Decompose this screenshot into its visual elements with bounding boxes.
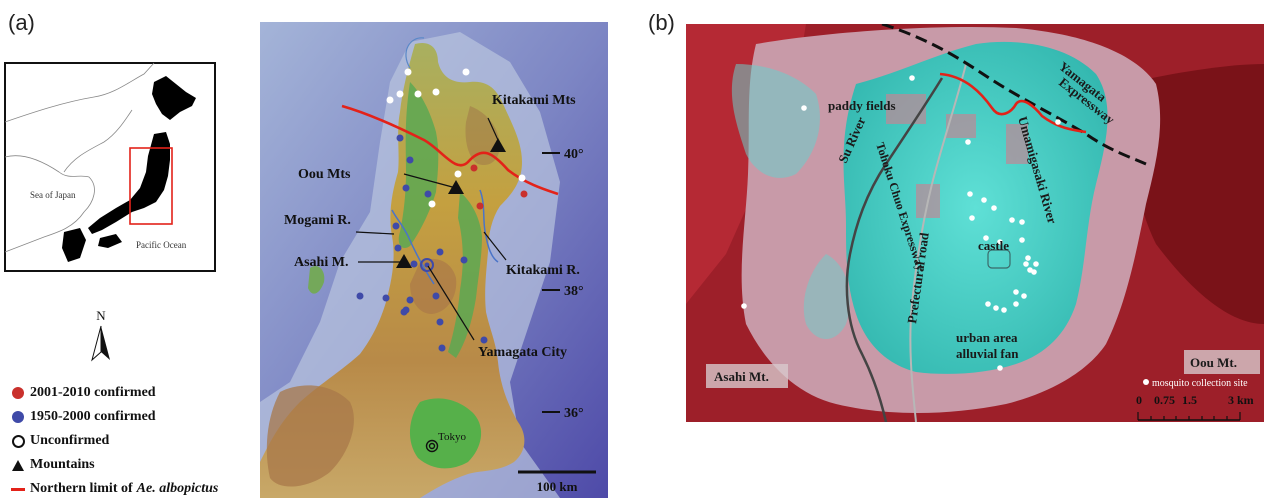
asahi-mountain-label: Asahi M.	[294, 255, 348, 270]
paddy-fields-label: paddy fields	[828, 98, 896, 113]
asahi-mt-label: Asahi Mt.	[714, 369, 769, 384]
kitakami-mts-label: Kitakami Mts	[492, 93, 576, 108]
tokyo-label: Tokyo	[438, 431, 466, 443]
scale-bar-km: 0 0.75 1.5 3 km	[1136, 393, 1254, 421]
japan-inset-map: Sea of Japan Pacific Ocean	[4, 62, 216, 272]
legend-item-mountains: Mountains	[6, 453, 256, 477]
collection-site-legend: mosquito collection site	[1152, 378, 1248, 389]
red-line-icon	[11, 487, 25, 491]
panel-b-label: (b)	[648, 10, 675, 35]
latitude-36-label: 36°	[564, 406, 584, 421]
urban-area-label: urban area	[956, 330, 1018, 345]
panel-a-label: (a)	[8, 10, 35, 35]
legend-item-unconfirmed: Unconfirmed	[6, 429, 256, 453]
legend-item-2001-2010: 2001-2010 confirmed	[6, 381, 256, 405]
svg-text:3 km: 3 km	[1228, 393, 1254, 407]
sea-of-japan-label: Sea of Japan	[30, 190, 76, 200]
pacific-ocean-label: Pacific Ocean	[136, 240, 187, 250]
kitakami-river-label: Kitakami R.	[506, 263, 580, 278]
latitude-40-label: 40°	[564, 147, 584, 162]
yamagata-city-label: Yamagata City	[478, 345, 567, 360]
yamagata-satellite-map: paddy fields castle urban area alluvial …	[686, 24, 1264, 422]
scale-bar-label: 100 km	[537, 479, 578, 494]
legend-item-1950-2000: 1950-2000 confirmed	[6, 405, 256, 429]
oou-mts-label: Oou Mts	[298, 167, 351, 182]
map-legend: 2001-2010 confirmed 1950-2000 confirmed …	[6, 381, 256, 501]
svg-text:0.75: 0.75	[1154, 393, 1175, 407]
latitude-38-label: 38°	[564, 284, 584, 299]
triangle-icon	[12, 459, 24, 471]
red-dot-icon	[12, 387, 24, 399]
castle-label: castle	[978, 238, 1009, 253]
open-circle-icon	[11, 434, 25, 448]
north-arrow-icon: N	[91, 308, 110, 362]
svg-text:N: N	[96, 308, 106, 323]
tohoku-elevation-map: Kitakami Mts Oou Mts Mogami R. Asahi M. …	[260, 22, 608, 498]
blue-dot-icon	[12, 411, 24, 423]
legend-item-northern-limit: Northern limit of Ae. albopictus	[6, 477, 256, 501]
oou-mt-label: Oou Mt.	[1190, 355, 1237, 370]
svg-text:1.5: 1.5	[1182, 393, 1197, 407]
svg-text:0: 0	[1136, 393, 1142, 407]
mogami-river-label: Mogami R.	[284, 213, 351, 228]
alluvial-fan-label: alluvial fan	[956, 346, 1019, 361]
tohoku-landmass	[260, 42, 525, 498]
